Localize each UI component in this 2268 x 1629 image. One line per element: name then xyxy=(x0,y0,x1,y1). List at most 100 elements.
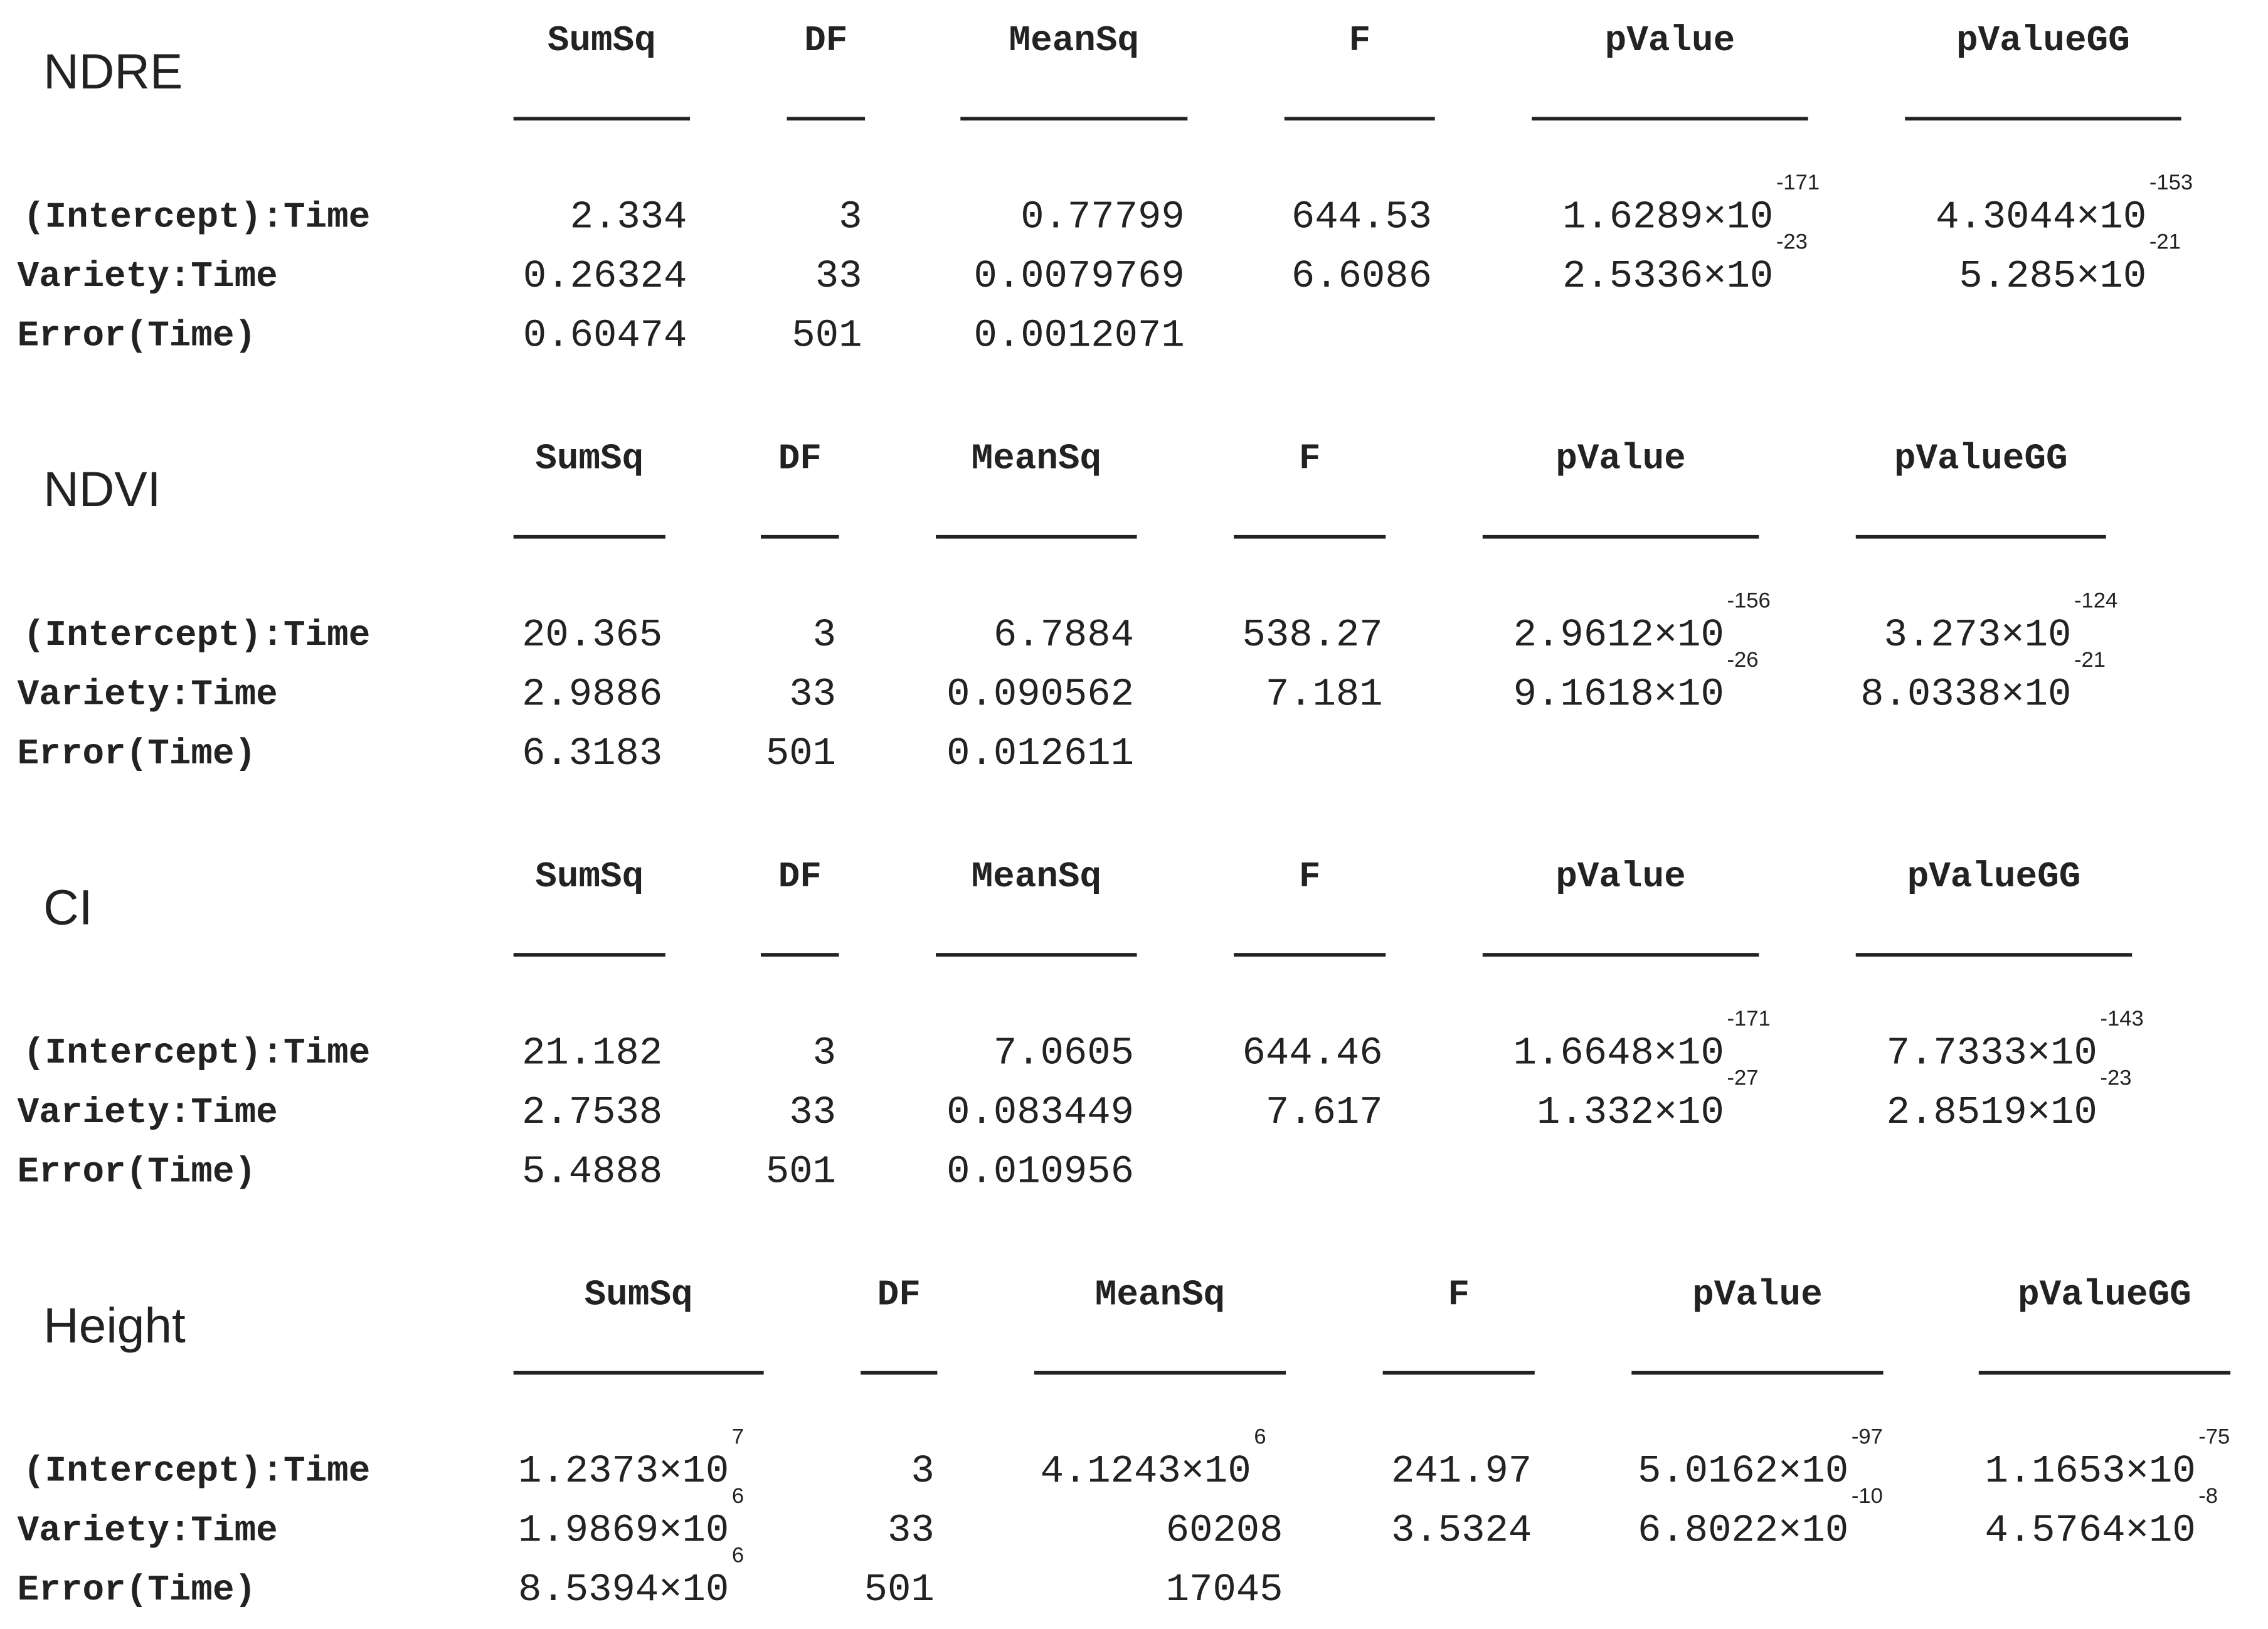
cell: 644.46 xyxy=(1243,1031,1383,1075)
cell: 20.365 xyxy=(522,613,662,657)
cell: 0.010956 xyxy=(946,1150,1134,1194)
cell-exponent: -124 xyxy=(2074,589,2117,613)
cell-mantissa: 9.1618×10 xyxy=(1513,672,1724,717)
cell: 241.97 xyxy=(1391,1449,1532,1494)
cell: 5.4888 xyxy=(522,1150,662,1194)
cell: 21.182 xyxy=(522,1031,662,1075)
cell: 33 xyxy=(888,1508,935,1552)
cell-mantissa: 1.9869×10 xyxy=(518,1508,729,1552)
cell: 0.090562 xyxy=(946,672,1134,717)
row-label: (Intercept):Time xyxy=(23,197,370,238)
cell: 501 xyxy=(792,314,862,358)
cell: 17045 xyxy=(1166,1568,1283,1612)
column-header: SumSq xyxy=(585,1275,693,1315)
cell: 0.0079769 xyxy=(973,254,1184,299)
column-header: F xyxy=(1299,857,1321,898)
row-label: Variety:Time xyxy=(18,674,278,715)
row-label: (Intercept):Time xyxy=(23,615,370,656)
column-header: pValue xyxy=(1555,857,1686,898)
row-label: Variety:Time xyxy=(18,1093,278,1133)
column-header: SumSq xyxy=(535,857,644,898)
column-header: pValueGG xyxy=(1907,857,2081,898)
column-header: F xyxy=(1349,21,1370,61)
column-header: DF xyxy=(778,438,822,479)
column-header: MeanSq xyxy=(1009,21,1140,61)
cell: 6.7884 xyxy=(994,613,1134,657)
cell: 501 xyxy=(766,1150,836,1194)
cell: 7.181 xyxy=(1266,672,1383,717)
column-header: pValueGG xyxy=(2018,1275,2191,1315)
row-label: (Intercept):Time xyxy=(23,1451,370,1492)
cell-exponent: -156 xyxy=(1727,589,1771,613)
cell: 3 xyxy=(911,1449,934,1494)
cell-mantissa: 2.8519×10 xyxy=(1887,1090,2097,1135)
cell-exponent: -171 xyxy=(1776,171,1820,194)
row-label: Error(Time) xyxy=(18,1570,256,1611)
cell-exponent: -10 xyxy=(1852,1484,1883,1508)
cell: 6.6086 xyxy=(1291,254,1432,299)
cell: 60208 xyxy=(1166,1508,1283,1552)
cell-mantissa: 1.6648×10 xyxy=(1513,1031,1724,1075)
cell-exponent: 6 xyxy=(732,1544,744,1568)
cell-exponent: -143 xyxy=(2100,1007,2143,1031)
cell: 3 xyxy=(839,195,862,240)
column-header: DF xyxy=(804,21,847,61)
cell: 0.77799 xyxy=(1020,195,1184,240)
table-title: NDRE xyxy=(43,44,183,99)
row-label: (Intercept):Time xyxy=(23,1033,370,1074)
row-label: Variety:Time xyxy=(18,1510,278,1551)
cell-exponent: 7 xyxy=(732,1425,744,1449)
cell-exponent: -75 xyxy=(2198,1425,2230,1449)
table-title: Height xyxy=(43,1298,186,1353)
cell: 3 xyxy=(813,613,836,657)
cell-mantissa: 6.8022×10 xyxy=(1638,1508,1848,1552)
cell: 33 xyxy=(789,672,836,717)
row-label: Error(Time) xyxy=(18,734,256,775)
cell: 33 xyxy=(789,1090,836,1135)
cell: 2.7538 xyxy=(522,1090,662,1135)
cell-mantissa: 1.2373×10 xyxy=(518,1449,729,1494)
cell: 3.5324 xyxy=(1391,1508,1532,1552)
column-header: MeanSq xyxy=(972,857,1102,898)
cell: 6.3183 xyxy=(522,731,662,776)
column-header: SumSq xyxy=(548,21,656,61)
row-label: Error(Time) xyxy=(18,1152,256,1192)
cell: 3 xyxy=(813,1031,836,1075)
cell-exponent: -97 xyxy=(1852,1425,1883,1449)
cell: 644.53 xyxy=(1291,195,1432,240)
cell: 0.26324 xyxy=(523,254,687,299)
column-header: pValue xyxy=(1692,1275,1823,1315)
cell-exponent: -23 xyxy=(1776,230,1808,254)
cell-mantissa: 7.7333×10 xyxy=(1887,1031,2097,1075)
cell: 538.27 xyxy=(1243,613,1383,657)
cell-mantissa: 1.1653×10 xyxy=(1984,1449,2195,1494)
cell-exponent: -153 xyxy=(2149,171,2193,194)
cell-mantissa: 4.5764×10 xyxy=(1984,1508,2195,1552)
column-header: pValue xyxy=(1555,438,1686,479)
cell-mantissa: 8.0338×10 xyxy=(1860,672,2071,717)
cell: 501 xyxy=(766,731,836,776)
column-header: MeanSq xyxy=(1095,1275,1226,1315)
cell-mantissa: 2.5336×10 xyxy=(1562,254,1773,299)
cell-mantissa: 1.332×10 xyxy=(1537,1090,1724,1135)
column-header: pValueGG xyxy=(1956,21,2130,61)
cell: 0.012611 xyxy=(946,731,1134,776)
cell-exponent: -171 xyxy=(1727,1007,1771,1031)
cell: 501 xyxy=(864,1568,935,1612)
column-header: DF xyxy=(778,857,822,898)
cell-mantissa: 2.9612×10 xyxy=(1513,613,1724,657)
cell-exponent: -21 xyxy=(2149,230,2181,254)
cell-exponent: -21 xyxy=(2074,648,2106,672)
cell: 0.083449 xyxy=(946,1090,1134,1135)
column-header: MeanSq xyxy=(972,438,1102,479)
cell-mantissa: 5.285×10 xyxy=(1959,254,2146,299)
cell-mantissa: 1.6289×10 xyxy=(1562,195,1773,240)
cell-mantissa: 3.273×10 xyxy=(1884,613,2072,657)
cell: 2.334 xyxy=(570,195,687,240)
row-label: Variety:Time xyxy=(18,257,278,297)
cell-mantissa: 4.3044×10 xyxy=(1936,195,2146,240)
cell-mantissa: 4.1243×10 xyxy=(1041,1449,1251,1494)
table-title: NDVI xyxy=(43,462,161,517)
